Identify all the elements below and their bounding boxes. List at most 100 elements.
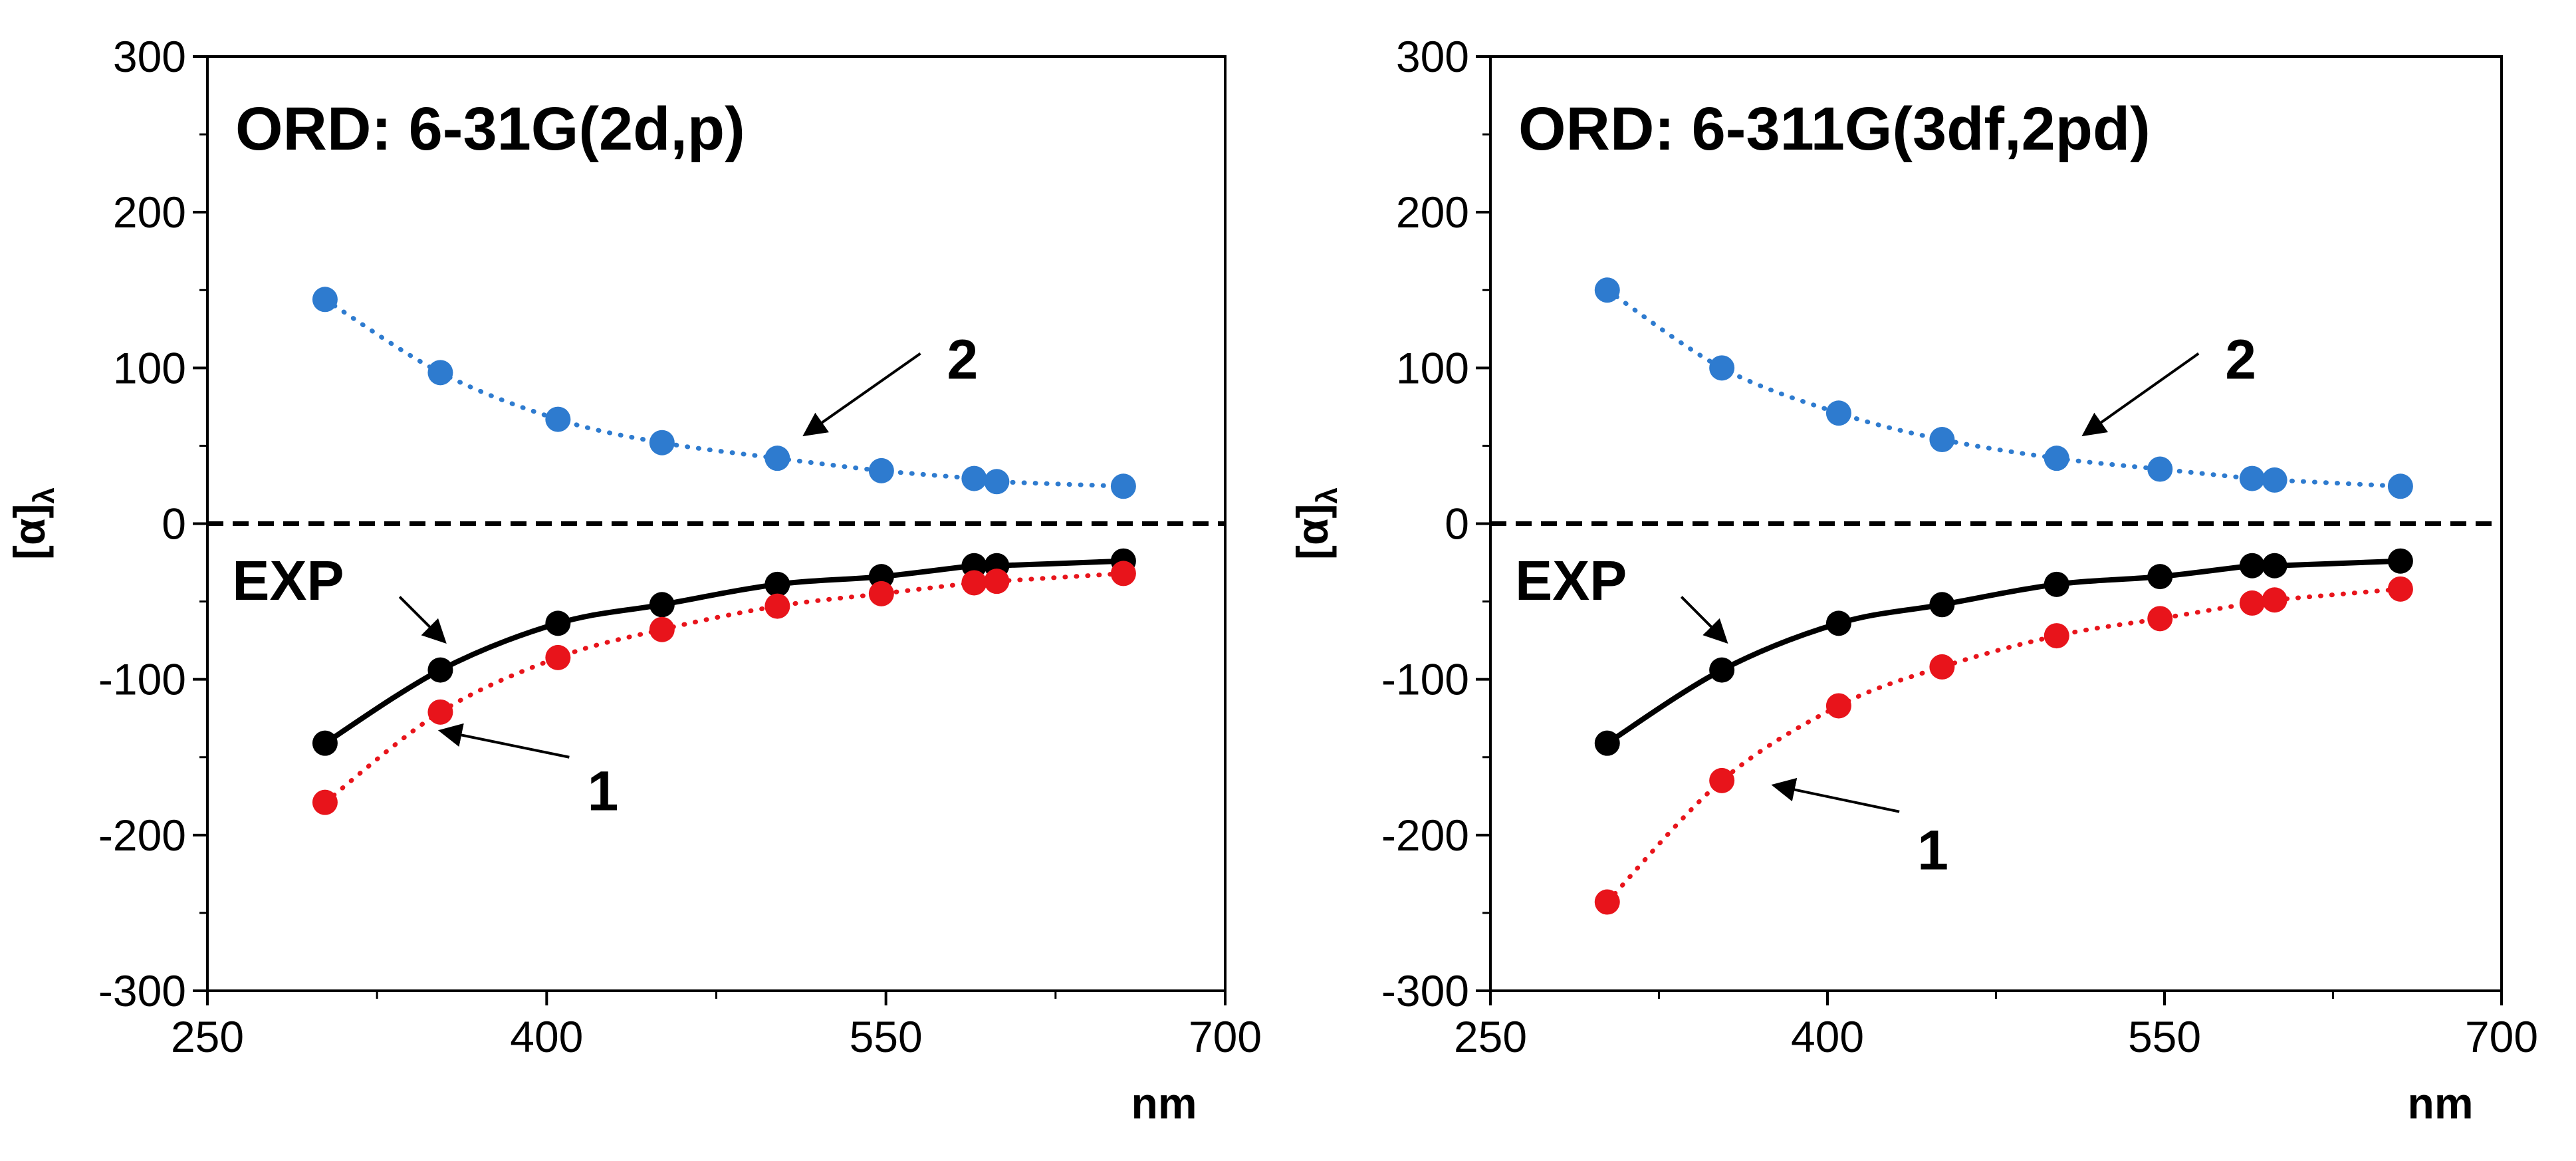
chart-title: ORD: 6-31G(2d,p) [235,95,745,163]
y-tick-label: -200 [98,811,186,860]
data-point-exp [545,610,571,636]
annotation-label-2: 2 [2225,328,2256,391]
x-tick-label: 700 [2465,1012,2538,1061]
annotation-label-2: 2 [947,328,979,391]
y-tick-label: 100 [113,343,186,392]
data-point-1 [1929,654,1955,680]
x-tick-label: 400 [510,1012,583,1061]
annotation-arrow [437,723,570,759]
data-point-1 [2239,590,2265,616]
data-point-exp [427,657,453,683]
y-tick-label: 300 [1396,32,1469,81]
annotation-arrow [1771,777,1900,813]
data-point-1 [545,644,571,670]
data-point-2 [649,430,675,455]
data-point-2 [2044,446,2069,471]
data-point-2 [1929,427,1955,453]
annotation-arrow [802,352,921,437]
y-tick-label: 200 [113,188,186,237]
data-point-2 [2387,473,2413,499]
x-tick-label: 250 [171,1012,244,1061]
data-point-exp [649,592,675,618]
annotation-label-exp: EXP [232,549,344,612]
y-tick-label: -300 [1381,966,1469,1015]
series-line-1 [322,571,1126,805]
data-point-1 [649,616,675,642]
data-point-2 [1825,400,1851,426]
annotation-label-1: 1 [588,759,619,822]
y-tick-label: 100 [1396,343,1469,392]
data-point-exp [1929,592,1955,618]
x-axis-title: nm [2408,1079,2474,1128]
data-point-exp [1709,657,1735,683]
data-point-exp [2262,553,2287,579]
series-line-2 [322,297,1126,489]
data-point-exp [312,730,338,756]
y-tick-label: 200 [1396,188,1469,237]
data-point-2 [1110,473,1136,499]
chart-title: ORD: 6-311G(3df,2pd) [1518,95,2151,163]
y-tick-label: 0 [1445,499,1469,549]
y-tick-label: -100 [1381,655,1469,704]
data-point-2 [868,457,894,483]
annotation-arrow [398,596,447,644]
data-point-1 [312,789,338,815]
chart-panel-left: -300 -200 -100 0 100 200 300 250 400 550 700 2 EXP 1 O… [5,32,1262,1128]
y-axis-title-main: [α] [1288,503,1337,560]
annotation-arrow [2081,352,2200,437]
x-tick-label: 250 [1454,1012,1527,1061]
data-point-exp [2044,571,2069,597]
data-point-2 [984,469,1010,495]
y-axis-title-subscript: λ [1311,487,1344,503]
data-point-2 [545,406,571,432]
y-tick-label: 0 [162,499,186,549]
x-tick-label: 700 [1189,1012,1262,1061]
y-tick-label: -300 [98,966,186,1015]
data-point-2 [961,465,987,491]
x-tick-label: 550 [850,1012,923,1061]
data-point-2 [312,287,338,313]
data-point-exp [1594,730,1620,756]
data-point-1 [1594,889,1620,915]
data-point-1 [984,569,1010,594]
data-point-1 [1110,561,1136,586]
data-point-1 [427,699,453,725]
y-axis-title: [α]λ [5,487,60,560]
data-point-exp [2147,564,2173,590]
series-line-exp [1604,558,2403,746]
data-point-2 [764,446,790,471]
series-line-1 [1605,586,2403,905]
data-point-2 [2239,465,2265,491]
data-point-1 [2262,587,2287,613]
data-point-1 [1825,693,1851,719]
data-point-exp [2239,553,2265,579]
series-line-2 [1605,287,2403,489]
data-point-2 [1594,277,1620,303]
x-tick-label: 550 [2128,1012,2201,1061]
annotation-label-exp: EXP [1515,549,1627,612]
data-point-2 [2147,456,2173,482]
data-point-exp [2387,548,2413,574]
annotation-label-1: 1 [1917,819,1948,881]
data-point-1 [2387,576,2413,602]
data-point-1 [2044,623,2069,649]
data-point-1 [764,593,790,619]
data-point-exp [764,571,790,597]
data-point-2 [1709,355,1735,381]
y-tick-label: -100 [98,655,186,704]
data-point-2 [2262,467,2287,493]
annotation-arrow [1680,596,1728,644]
data-point-1 [961,570,987,596]
x-tick-label: 400 [1791,1012,1864,1061]
x-axis-title: nm [1131,1079,1197,1128]
data-point-exp [1825,610,1851,636]
y-axis-title-subscript: λ [28,487,60,503]
data-point-1 [1709,767,1735,793]
y-axis-title: [α]λ [1288,487,1344,560]
data-point-1 [868,580,894,606]
chart-panel-right: -300 -200 -100 0 100 200 300 250 400 550 700 2 EXP 1 O… [1288,32,2538,1128]
y-axis-title-main: [α] [5,503,54,560]
y-tick-label: -200 [1381,811,1469,860]
data-point-1 [2147,606,2173,632]
